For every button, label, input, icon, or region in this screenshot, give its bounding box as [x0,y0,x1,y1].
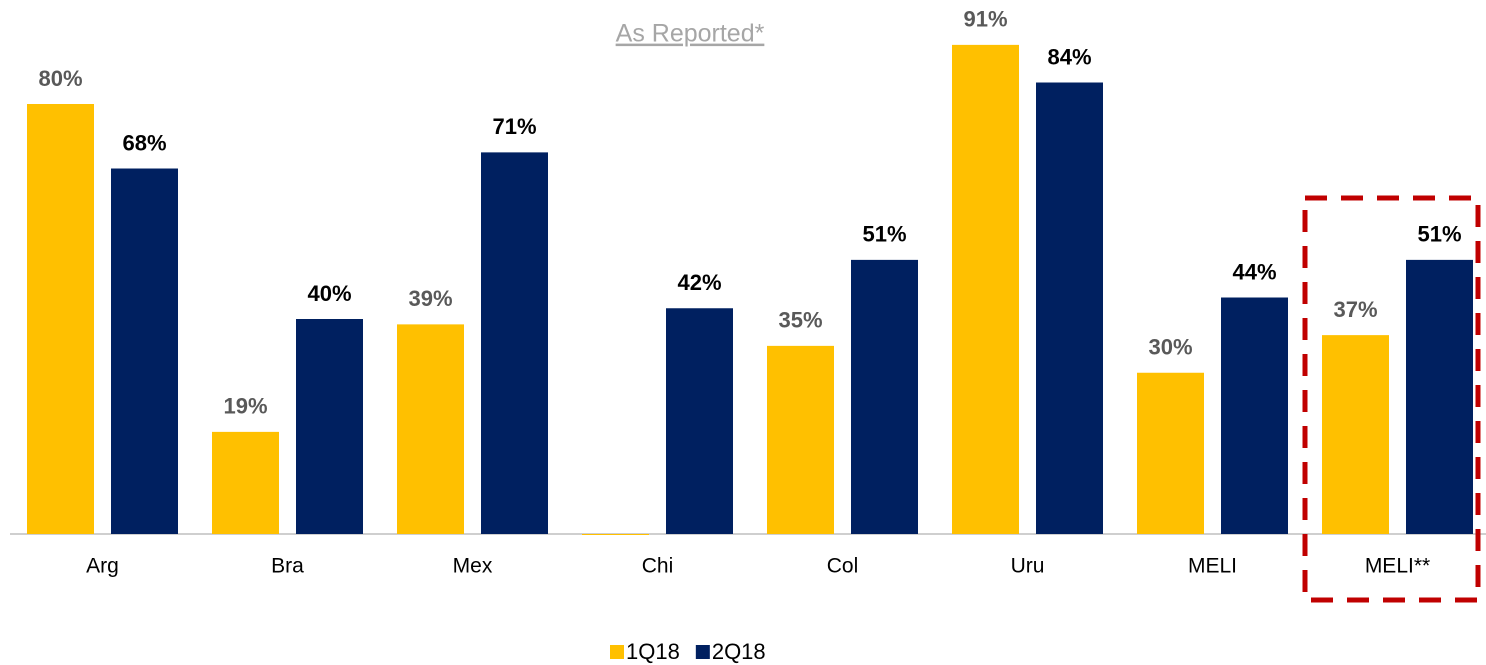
bar [296,319,363,534]
x-tick-label: Bra [271,555,304,578]
x-tick-label: Mex [453,555,493,578]
value-label: 19% [223,394,267,419]
bar [27,104,94,534]
value-label: 44% [1232,259,1276,284]
bar [1406,259,1473,534]
bar [1322,335,1389,534]
x-tick-label: Uru [1011,555,1045,578]
value-label: 40% [307,281,351,306]
legend-swatch [695,645,710,659]
chart-title: As Reported* [616,20,765,48]
value-label: 84% [1047,44,1091,69]
bar [212,431,279,534]
legend-label: 2Q18 [712,639,766,664]
bar [397,324,464,534]
bar [1221,297,1288,534]
bar [582,534,649,535]
bar [1137,372,1204,534]
value-label: 42% [677,270,721,295]
value-label: 91% [963,7,1007,32]
x-tick-label: Chi [642,555,674,578]
legend-swatch [610,645,624,659]
x-tick-label: MELI** [1365,555,1430,578]
bar [111,168,178,534]
value-label: 30% [1148,335,1192,360]
bar [952,44,1019,534]
value-label: 71% [492,114,536,139]
value-label: 51% [862,222,906,247]
x-tick-label: MELI [1188,555,1237,578]
x-tick-label: Arg [86,555,119,578]
bar [481,152,548,534]
highlight-box [1302,195,1481,603]
bar [666,308,733,534]
value-label: 80% [38,66,82,91]
value-label: 51% [1417,222,1461,247]
value-label: 37% [1333,297,1377,322]
bar [767,345,834,534]
bar [1036,82,1103,534]
bar [851,259,918,534]
legend-label: 1Q18 [626,639,680,664]
x-tick-label: Col [827,555,859,578]
value-label: 39% [408,286,452,311]
value-label: 68% [122,130,166,155]
value-label: 35% [778,308,822,333]
